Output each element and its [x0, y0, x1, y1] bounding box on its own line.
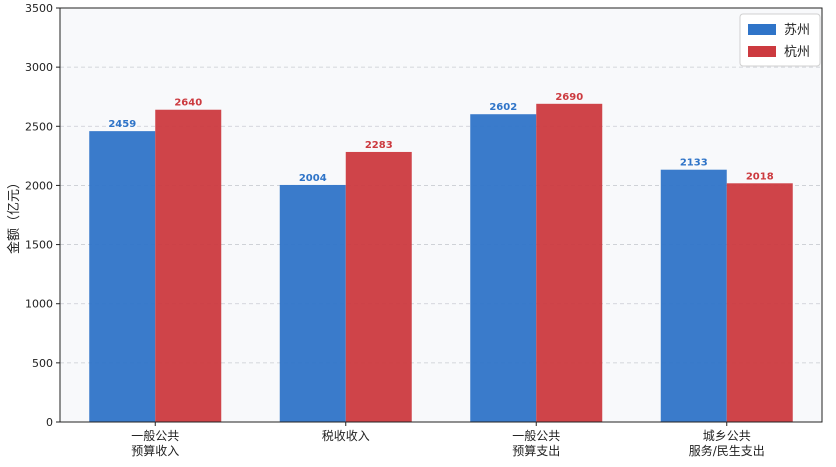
x-tick-label: 预算支出	[512, 443, 560, 458]
data-label: 2640	[174, 98, 202, 109]
data-label: 2459	[108, 119, 136, 130]
data-label: 2690	[555, 92, 583, 103]
plot-frame	[59, 7, 823, 423]
data-label: 2602	[489, 102, 517, 113]
y-tick-label: 2000	[25, 179, 53, 192]
legend-label: 苏州	[784, 22, 810, 38]
bar	[89, 131, 156, 422]
bar	[155, 109, 222, 423]
x-tick-label: 一般公共	[512, 428, 560, 443]
data-label: 2018	[746, 171, 774, 182]
x-tick-label: 城乡公共	[703, 429, 751, 443]
y-tick-label: 0	[46, 416, 53, 429]
data-label: 2004	[299, 173, 327, 184]
axes: 0500100015002000250030003500一般公共预算收入税收收入…	[25, 2, 765, 458]
bars	[89, 103, 793, 423]
legend-label: 杭州	[784, 45, 810, 60]
data-labels: 2459 2640 2004 2283 2602 2690 2133 2018	[108, 92, 773, 184]
y-tick-label: 1500	[25, 239, 53, 252]
y-tick-label: 1000	[25, 298, 53, 311]
bar	[279, 184, 346, 422]
x-tick-label: 税收收入	[322, 429, 370, 443]
data-label: 2133	[680, 158, 708, 169]
x-tick-label: 服务/民生支出	[689, 443, 765, 458]
bar	[536, 103, 603, 422]
bar	[660, 169, 727, 422]
y-axis-title: 金额（亿元）	[6, 176, 22, 254]
y-tick-label: 2500	[25, 120, 53, 133]
y-tick-label: 3000	[25, 61, 53, 74]
y-tick-label: 3500	[25, 2, 53, 15]
y-tick-label: 500	[32, 357, 53, 370]
legend-swatch	[748, 24, 776, 35]
x-tick-label: 一般公共	[131, 428, 179, 443]
bar	[726, 183, 793, 422]
legend-swatch	[748, 46, 776, 57]
x-tick-label: 预算收入	[131, 443, 179, 458]
data-label: 2283	[365, 140, 393, 151]
bar	[345, 151, 412, 422]
bar	[470, 114, 537, 422]
